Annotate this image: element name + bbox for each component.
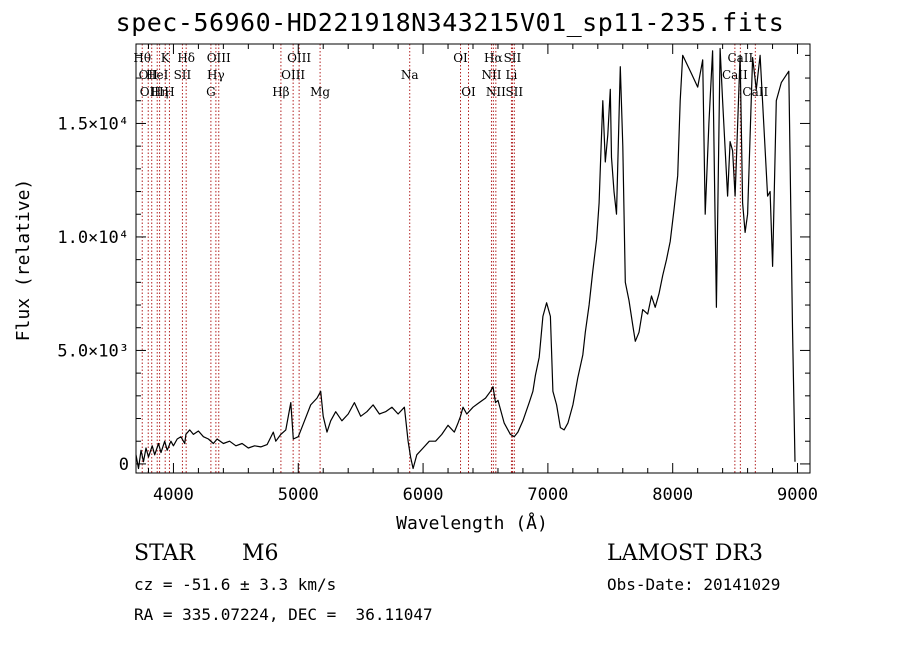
spectral-line-label: HeI xyxy=(146,68,169,82)
spectral-line-label: Hα xyxy=(484,51,503,65)
y-axis-label: Flux (relative) xyxy=(13,179,34,342)
spectral-line-label: CaII xyxy=(742,85,768,99)
spectral-line-label: OII xyxy=(139,68,159,82)
spectral-line-label: NII xyxy=(481,68,501,82)
coordinates-info: RA = 335.07224, DEC = 36.11047 xyxy=(134,605,433,624)
spectral-line-label: SII xyxy=(174,68,192,82)
redshift-info: cz = -51.6 ± 3.3 km/s xyxy=(134,575,337,594)
x-tick-label: 4000 xyxy=(153,485,194,505)
chart-title: spec-56960-HD221918N343215V01_sp11-235.f… xyxy=(115,8,785,37)
spectral-line-label: OI xyxy=(453,51,468,65)
x-tick-label: 6000 xyxy=(403,485,444,505)
spectral-line-label: CaII xyxy=(722,68,748,82)
object-subclass: M6 xyxy=(242,541,279,566)
spectral-line-label: Hθ xyxy=(133,51,151,65)
y-tick-label: 5.0×10³ xyxy=(57,341,129,361)
spectral-line-label: Li xyxy=(506,68,518,82)
x-axis-label: Wavelength (Å) xyxy=(396,512,548,534)
spectral-line-label: SII xyxy=(505,85,523,99)
spectral-line-label: Hβ xyxy=(272,85,289,99)
spectral-line-label: H xyxy=(164,85,174,99)
observation-date: Obs-Date: 20141029 xyxy=(607,575,781,594)
object-class: STAR xyxy=(134,541,195,566)
y-tick-label: 0 xyxy=(119,455,129,475)
x-tick-label: 5000 xyxy=(278,485,319,505)
spectral-line-label: G xyxy=(206,85,216,99)
plot-frame xyxy=(135,43,811,474)
x-tick-label: 9000 xyxy=(777,485,818,505)
spectral-line-label: OIII xyxy=(281,68,305,82)
y-tick-label: 1.0×10⁴ xyxy=(57,228,129,248)
spectral-line-label: OIII xyxy=(140,85,164,99)
spectral-line-label: OIII xyxy=(207,51,231,65)
spectral-line-label: Hδ xyxy=(177,51,195,65)
y-tick-label: 1.5×10⁴ xyxy=(57,114,129,134)
x-tick-label: 7000 xyxy=(527,485,568,505)
spectral-line-label: CaII xyxy=(727,51,753,65)
spectral-line-label: SII xyxy=(504,51,522,65)
spectral-line-label: OIII xyxy=(287,51,311,65)
spectral-line-label: K xyxy=(161,51,171,65)
x-tick-label: 8000 xyxy=(652,485,693,505)
survey-name: LAMOST DR3 xyxy=(607,541,763,566)
spectral-line-label: NII xyxy=(486,85,506,99)
spectral-line-label: Hη xyxy=(151,85,169,99)
spectral-line-label: Hγ xyxy=(207,68,225,82)
spectral-line-label: Na xyxy=(401,68,419,82)
spectrum-line xyxy=(135,47,796,470)
spectral-line-label: Mg xyxy=(310,85,330,99)
spectral-line-label: OI xyxy=(461,85,476,99)
